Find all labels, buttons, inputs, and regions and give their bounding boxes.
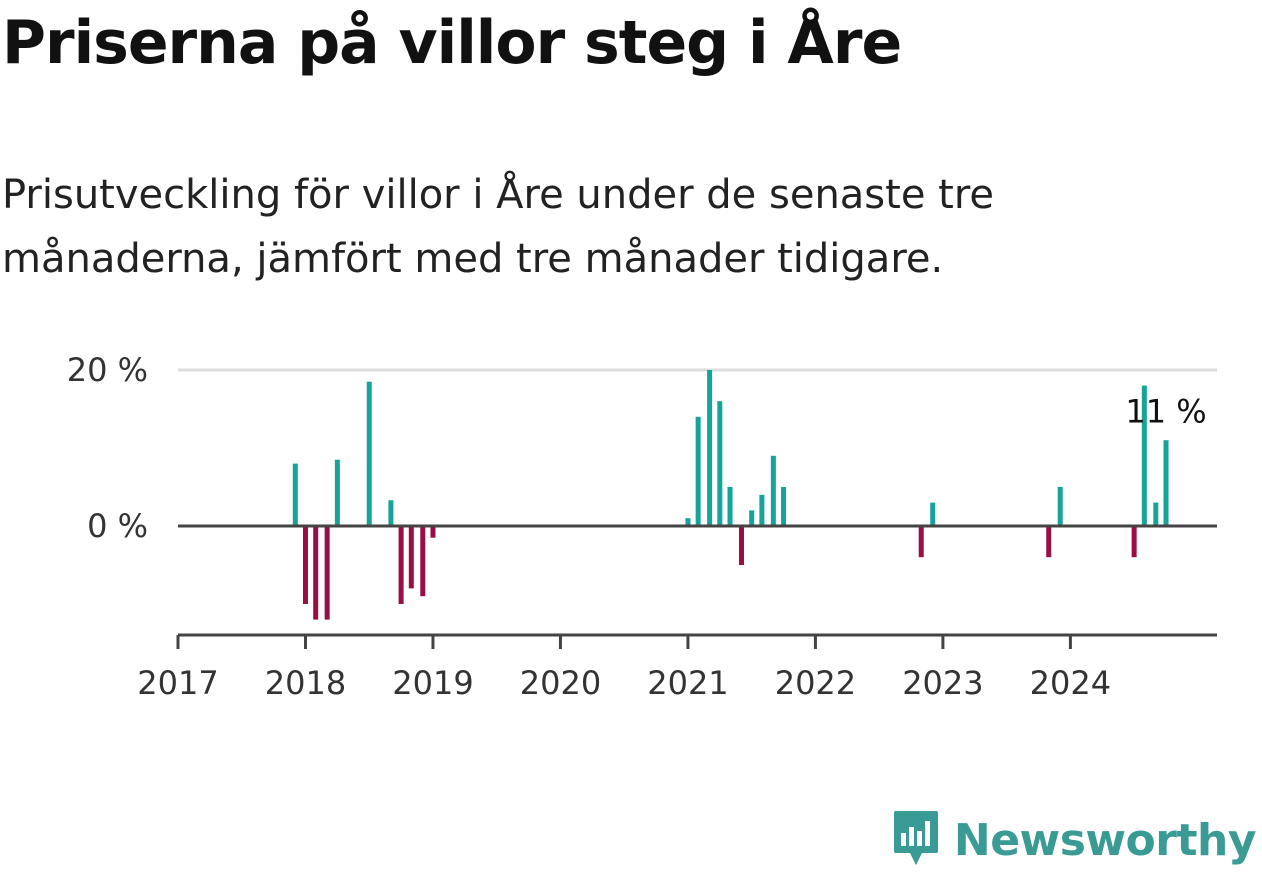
newsworthy-logo-icon xyxy=(892,809,940,871)
bar-positive xyxy=(930,502,936,526)
y-tick-label: 0 % xyxy=(87,507,148,545)
bar-negative xyxy=(398,526,404,604)
bar-positive xyxy=(727,487,733,526)
bar-negative xyxy=(430,526,436,538)
x-ticks: 2017 2018 2019 2020 2021 2022 2023 2024 xyxy=(137,635,1111,702)
bar-negative xyxy=(1131,526,1137,558)
bar-positive xyxy=(1057,487,1063,526)
bar-negative xyxy=(738,526,744,565)
bar-negative xyxy=(918,526,924,558)
bar-positive xyxy=(717,401,723,526)
annotation-label: 11 % xyxy=(1125,393,1206,431)
bar-positive xyxy=(770,455,776,526)
x-tick-label: 2023 xyxy=(902,664,983,702)
x-tick-label: 2018 xyxy=(265,664,346,702)
bar-positive xyxy=(366,381,372,526)
bar-positive xyxy=(388,500,394,526)
bar-negative xyxy=(324,526,330,620)
x-tick-label: 2024 xyxy=(1030,664,1111,702)
x-tick-label: 2021 xyxy=(647,664,728,702)
y-tick-label: 20 % xyxy=(67,351,148,389)
bar-positive xyxy=(334,459,340,526)
brand-name: Newsworthy xyxy=(953,814,1257,866)
bar-negative xyxy=(1046,526,1052,558)
bar-positive xyxy=(1153,502,1159,526)
x-tick-label: 2017 xyxy=(137,664,218,702)
chart-subtitle: Prisutveckling för villor i Åre under de… xyxy=(2,172,995,282)
bar-positive xyxy=(292,463,298,526)
y-tick-labels: 20 % 0 % xyxy=(67,351,148,545)
bars xyxy=(292,370,1169,620)
x-tick-label: 2022 xyxy=(775,664,856,702)
bar-positive xyxy=(759,494,765,526)
bar-positive xyxy=(707,370,713,526)
bar-negative xyxy=(313,526,319,620)
bar-positive xyxy=(749,510,755,526)
bar-negative xyxy=(420,526,426,597)
bar-positive xyxy=(781,487,787,526)
bar-positive xyxy=(1141,385,1147,526)
chart-title: Priserna på villor steg i Åre xyxy=(2,8,902,78)
x-tick-label: 2020 xyxy=(520,664,601,702)
bar-positive xyxy=(685,518,691,526)
bar-positive xyxy=(1163,440,1169,526)
newsworthy-logo: Newsworthy xyxy=(892,809,1257,871)
x-tick-label: 2019 xyxy=(392,664,473,702)
bar-positive xyxy=(695,416,701,526)
bar-negative xyxy=(302,526,308,604)
bar-negative xyxy=(408,526,414,589)
